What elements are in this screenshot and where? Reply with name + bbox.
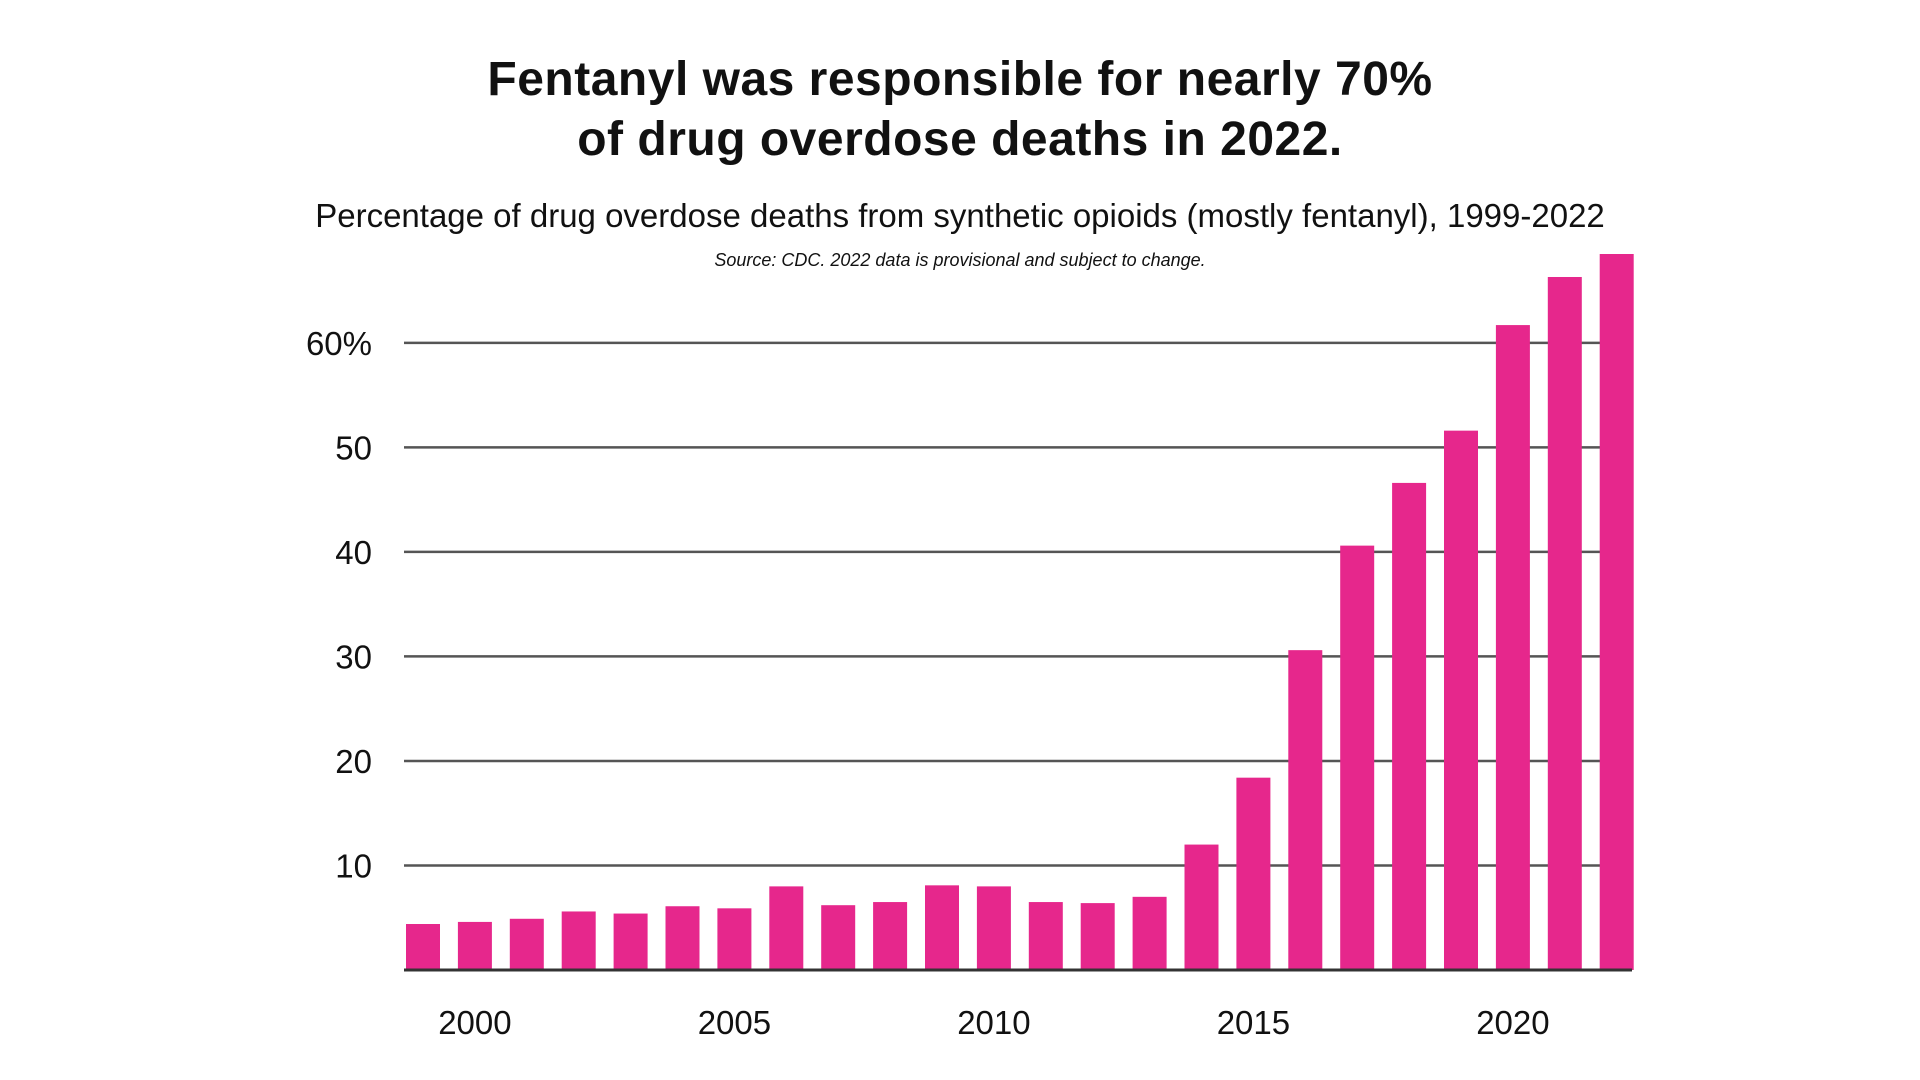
x-tick-label-2010: 2010 <box>957 1004 1030 1041</box>
chart-source-note: Source: CDC. 2022 data is provisional an… <box>714 250 1206 270</box>
bar-2000 <box>457 921 492 970</box>
y-tick-label-50: 50 <box>335 429 372 466</box>
x-tick-label-2000: 2000 <box>438 1004 511 1041</box>
bar-2002 <box>561 911 596 970</box>
y-tick-label-40: 40 <box>335 534 372 571</box>
bar-2016 <box>1288 650 1323 970</box>
bars <box>406 254 1634 970</box>
bar-2003 <box>613 913 648 970</box>
x-tick-label-2005: 2005 <box>698 1004 771 1041</box>
bar-2010 <box>976 886 1011 970</box>
bar-2008 <box>873 902 908 970</box>
x-tick-label-2020: 2020 <box>1476 1004 1549 1041</box>
bar-2017 <box>1340 545 1375 970</box>
x-tick-label-2015: 2015 <box>1217 1004 1290 1041</box>
bar-2018 <box>1392 482 1427 970</box>
bar-2013 <box>1132 896 1167 970</box>
bar-2015 <box>1236 777 1271 970</box>
bar-2020 <box>1495 325 1530 970</box>
grid-lines <box>404 341 1632 867</box>
y-tick-label-60: 60% <box>306 325 372 362</box>
bar-1999 <box>406 924 440 970</box>
bar-2011 <box>1028 902 1063 970</box>
bar-2004 <box>665 906 700 970</box>
y-tick-labels: 10 20 30 40 50 60% <box>306 325 372 885</box>
bar-2006 <box>769 886 804 970</box>
chart-title: Fentanyl was responsible for nearly 70% … <box>0 50 1920 170</box>
bar-2021 <box>1547 276 1582 970</box>
bar-2001 <box>509 918 544 970</box>
y-tick-label-20: 20 <box>335 743 372 780</box>
y-tick-label-10: 10 <box>335 847 372 884</box>
bar-2022 <box>1599 254 1634 970</box>
chart-title-line-2: of drug overdose deaths in 2022. <box>577 113 1343 166</box>
bar-2012 <box>1080 903 1115 970</box>
bar-2014 <box>1184 844 1219 970</box>
bar-2009 <box>925 885 959 970</box>
bar-2007 <box>821 905 856 970</box>
bar-2005 <box>717 908 752 970</box>
chart-title-line-1: Fentanyl was responsible for nearly 70% <box>487 53 1433 106</box>
y-tick-label-30: 30 <box>335 638 372 675</box>
chart-subtitle: Percentage of drug overdose deaths from … <box>315 197 1605 234</box>
x-tick-labels: 2000 2005 2010 2015 2020 <box>438 1004 1549 1041</box>
bar-2019 <box>1444 430 1478 970</box>
